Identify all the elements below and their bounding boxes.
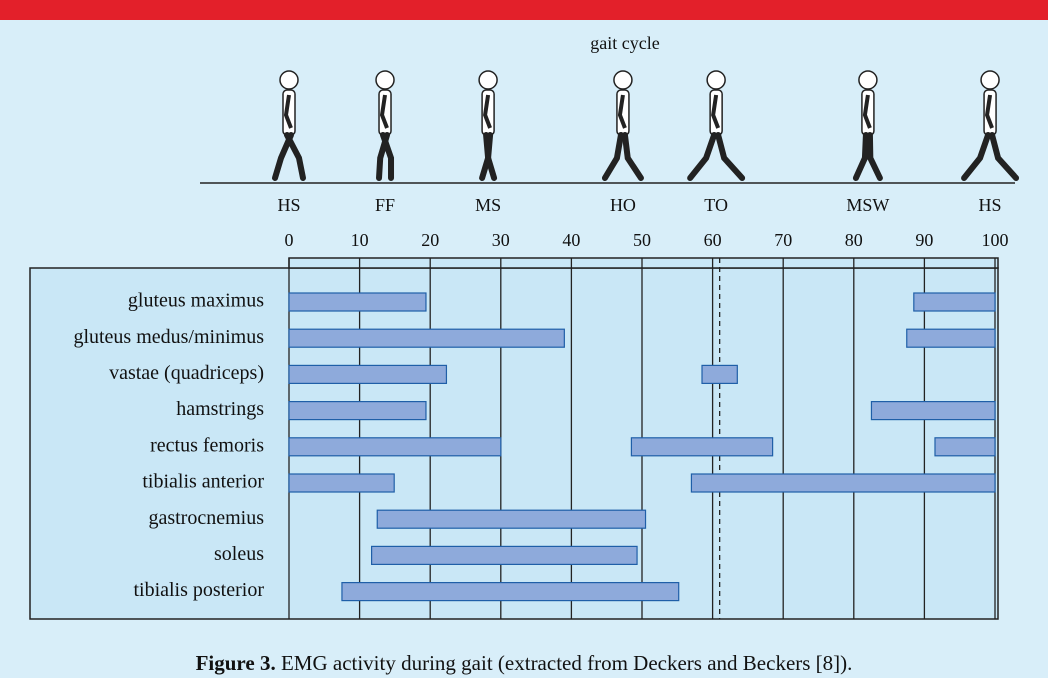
head [981,71,999,89]
phase-label: TO [704,195,728,215]
chart-title: gait cycle [590,33,659,53]
phase-label: FF [375,195,395,215]
y-tick-label: rectus femoris [150,434,264,456]
caption-label: Figure 3. [196,651,276,675]
x-tick-label: 60 [704,230,722,250]
bar [289,438,501,456]
bar [372,546,637,564]
x-tick-label: 20 [421,230,439,250]
x-tick-label: 70 [774,230,792,250]
tick-box [289,258,998,268]
bar [289,474,394,492]
top-bar [0,0,1048,20]
bar [914,293,995,311]
bar [702,365,737,383]
bar [871,402,995,420]
y-tick-label: gluteus maximus [128,290,264,312]
bar [935,438,995,456]
bar [691,474,995,492]
phase-label: HS [277,195,300,215]
head [376,71,394,89]
bar [377,510,645,528]
y-tick-label: gastrocnemius [148,507,264,529]
bar [631,438,772,456]
chart: gait cycle Figure 3. EMG activity during… [0,0,1048,678]
head [280,71,298,89]
head [614,71,632,89]
y-tick-label: tibialis anterior [142,471,264,493]
phase-label: HS [979,195,1002,215]
phase-label: MS [475,195,501,215]
head [479,71,497,89]
y-tick-label: vastae (quadriceps) [109,362,264,384]
y-tick-label: tibialis posterior [133,579,264,601]
x-tick-label: 80 [845,230,863,250]
x-tick-label: 50 [633,230,651,250]
caption-text: EMG activity during gait (extracted from… [276,651,853,675]
x-tick-label: 10 [351,230,369,250]
x-tick-label: 0 [285,230,294,250]
x-tick-label: 40 [562,230,580,250]
bar [907,329,995,347]
y-tick-label: soleus [214,543,264,565]
phase-label: MSW [846,195,889,215]
x-tick-label: 100 [982,230,1009,250]
x-tick-label: 90 [915,230,933,250]
head [859,71,877,89]
bar [289,402,426,420]
y-tick-label: gluteus medus/minimus [73,326,264,348]
bar [289,293,426,311]
y-tick-label: hamstrings [176,398,264,420]
head [707,71,725,89]
bar [342,583,679,601]
bar [289,365,446,383]
x-tick-label: 30 [492,230,510,250]
phase-label: HO [610,195,636,215]
caption: Figure 3. EMG activity during gait (extr… [196,651,853,675]
bar [289,329,564,347]
